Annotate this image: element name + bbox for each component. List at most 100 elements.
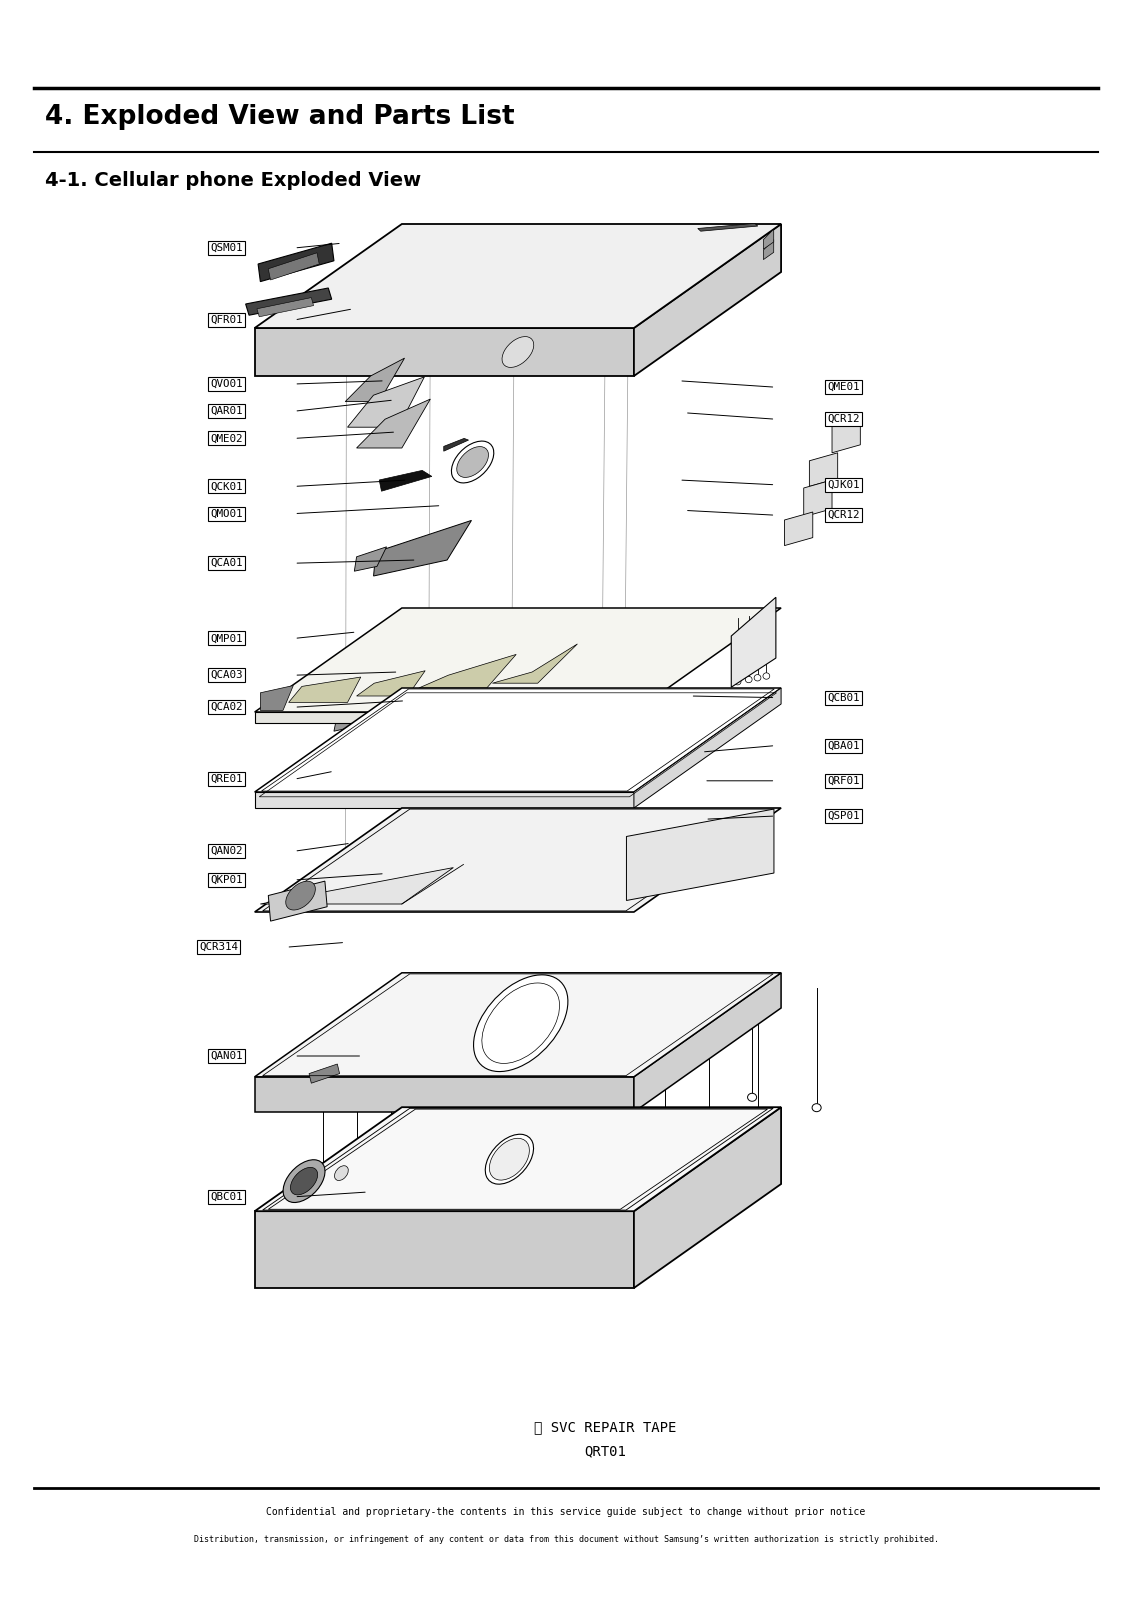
Polygon shape xyxy=(334,698,403,731)
Text: QBC01: QBC01 xyxy=(211,1192,242,1202)
Polygon shape xyxy=(763,229,774,250)
Text: 4. Exploded View and Parts List: 4. Exploded View and Parts List xyxy=(45,104,515,130)
Text: QSM01: QSM01 xyxy=(211,243,242,253)
Polygon shape xyxy=(255,973,781,1077)
Ellipse shape xyxy=(763,674,770,680)
Text: QRE01: QRE01 xyxy=(211,774,242,784)
Polygon shape xyxy=(255,1211,634,1288)
Polygon shape xyxy=(289,677,361,702)
Polygon shape xyxy=(634,688,781,808)
Text: QAR01: QAR01 xyxy=(211,406,242,416)
Polygon shape xyxy=(492,643,577,683)
Text: QJK01: QJK01 xyxy=(827,480,859,490)
Polygon shape xyxy=(697,224,757,230)
Ellipse shape xyxy=(318,1192,327,1200)
Ellipse shape xyxy=(486,1134,533,1184)
Text: QME01: QME01 xyxy=(827,382,859,392)
Text: QSP01: QSP01 xyxy=(827,811,859,821)
Ellipse shape xyxy=(660,1142,669,1150)
Ellipse shape xyxy=(501,336,534,368)
Text: QMO01: QMO01 xyxy=(211,509,242,518)
Ellipse shape xyxy=(482,982,559,1064)
Polygon shape xyxy=(277,232,758,320)
Ellipse shape xyxy=(549,1162,558,1170)
Polygon shape xyxy=(258,243,334,282)
Ellipse shape xyxy=(283,1160,325,1203)
Polygon shape xyxy=(357,398,430,448)
Polygon shape xyxy=(268,253,319,280)
Text: QCR12: QCR12 xyxy=(827,414,859,424)
Polygon shape xyxy=(784,512,813,546)
Polygon shape xyxy=(354,547,387,571)
Text: 4-1. Cellular phone Exploded View: 4-1. Cellular phone Exploded View xyxy=(45,171,421,190)
Polygon shape xyxy=(419,654,516,688)
Polygon shape xyxy=(255,712,634,723)
Polygon shape xyxy=(246,288,332,315)
Polygon shape xyxy=(255,1107,781,1211)
Text: QCR314: QCR314 xyxy=(199,942,238,952)
Polygon shape xyxy=(255,224,781,328)
Polygon shape xyxy=(257,298,314,317)
Text: QCA03: QCA03 xyxy=(211,670,242,680)
Ellipse shape xyxy=(473,974,568,1072)
Ellipse shape xyxy=(489,1138,530,1181)
Polygon shape xyxy=(731,597,775,688)
Text: QBA01: QBA01 xyxy=(827,741,859,750)
Ellipse shape xyxy=(745,677,752,683)
Text: QCR12: QCR12 xyxy=(827,510,859,520)
Polygon shape xyxy=(260,685,293,710)
Text: QCK01: QCK01 xyxy=(211,482,242,491)
Polygon shape xyxy=(634,1107,781,1288)
Text: QCB01: QCB01 xyxy=(827,693,859,702)
Text: QCA01: QCA01 xyxy=(211,558,242,568)
Polygon shape xyxy=(379,470,432,491)
Polygon shape xyxy=(444,438,469,451)
Ellipse shape xyxy=(291,1168,318,1195)
Ellipse shape xyxy=(747,1093,756,1101)
Polygon shape xyxy=(334,672,403,706)
Ellipse shape xyxy=(754,1117,763,1125)
Ellipse shape xyxy=(489,1171,498,1181)
Polygon shape xyxy=(357,670,426,696)
Text: QFR01: QFR01 xyxy=(211,315,242,325)
Polygon shape xyxy=(255,808,781,912)
Ellipse shape xyxy=(754,675,761,682)
Ellipse shape xyxy=(352,1192,361,1200)
Ellipse shape xyxy=(456,446,489,477)
Text: QKP01: QKP01 xyxy=(211,875,242,885)
Text: ※ SVC REPAIR TAPE: ※ SVC REPAIR TAPE xyxy=(534,1421,677,1434)
Polygon shape xyxy=(626,810,774,901)
Polygon shape xyxy=(634,224,781,376)
Ellipse shape xyxy=(441,1178,451,1186)
Polygon shape xyxy=(832,416,860,453)
Polygon shape xyxy=(374,520,472,576)
Polygon shape xyxy=(255,792,634,808)
Polygon shape xyxy=(345,358,404,402)
Polygon shape xyxy=(804,480,832,517)
Polygon shape xyxy=(260,867,453,904)
Text: QVO01: QVO01 xyxy=(211,379,242,389)
Polygon shape xyxy=(255,608,781,712)
Polygon shape xyxy=(255,688,781,792)
Polygon shape xyxy=(809,453,838,486)
Ellipse shape xyxy=(735,678,741,685)
Ellipse shape xyxy=(452,442,494,483)
Ellipse shape xyxy=(285,882,316,910)
Ellipse shape xyxy=(609,1152,618,1158)
Polygon shape xyxy=(348,378,424,427)
Text: QAN01: QAN01 xyxy=(211,1051,242,1061)
Ellipse shape xyxy=(704,1128,714,1136)
Text: QRF01: QRF01 xyxy=(827,776,859,786)
Text: QMP01: QMP01 xyxy=(211,634,242,643)
Text: QME02: QME02 xyxy=(211,434,242,443)
Polygon shape xyxy=(255,1077,634,1112)
Text: Confidential and proprietary-the contents in this service guide subject to chang: Confidential and proprietary-the content… xyxy=(266,1507,866,1517)
Ellipse shape xyxy=(335,1166,349,1181)
Text: Distribution, transmission, or infringement of any content or data from this doc: Distribution, transmission, or infringem… xyxy=(194,1534,938,1544)
Polygon shape xyxy=(268,882,327,922)
Polygon shape xyxy=(763,240,774,259)
Text: QRT01: QRT01 xyxy=(585,1445,626,1458)
Ellipse shape xyxy=(812,1104,821,1112)
Polygon shape xyxy=(634,973,781,1112)
Polygon shape xyxy=(255,328,634,376)
